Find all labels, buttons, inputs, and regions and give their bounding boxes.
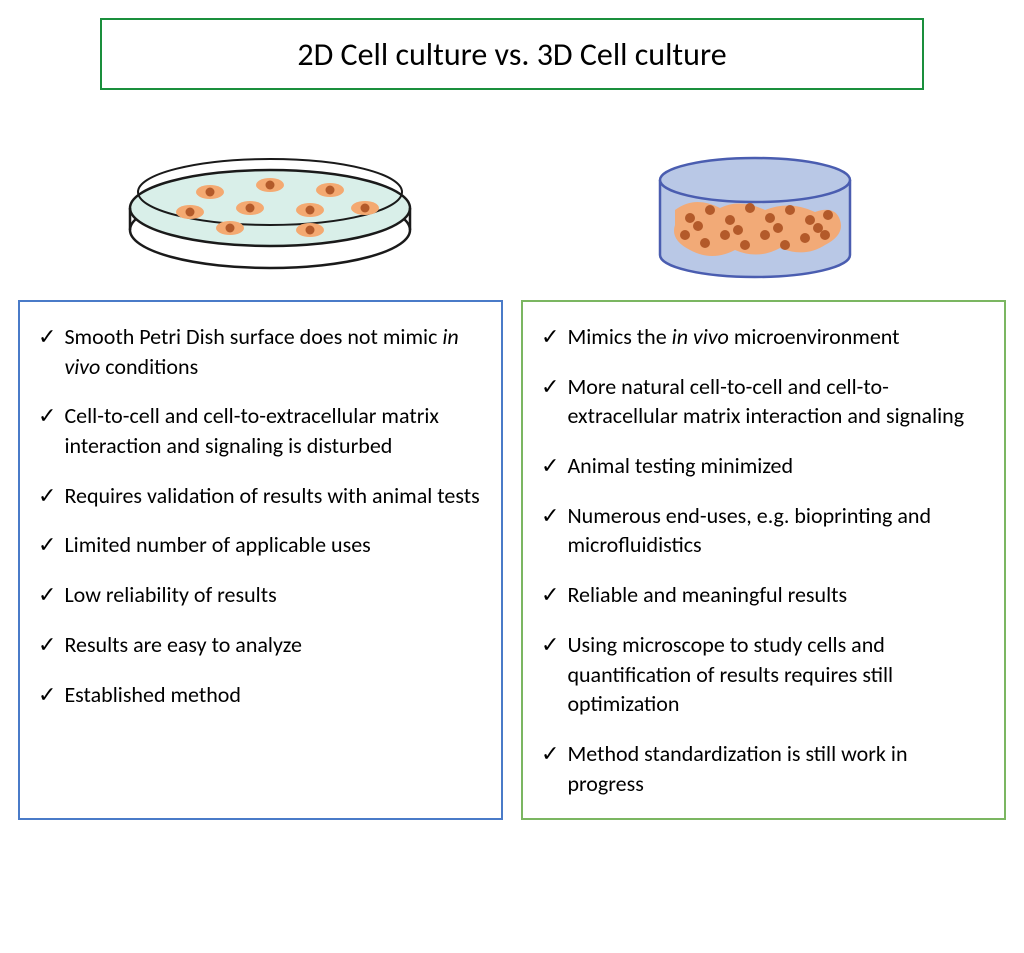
check-icon: ✓: [541, 501, 559, 531]
list-item: ✓ Reliable and meaningful results: [541, 580, 986, 610]
list-item-text: More natural cell-to-cell and cell-to-ex…: [567, 372, 986, 431]
list-item: ✓ Low reliability of results: [38, 580, 483, 610]
list-item-text: Numerous end-uses, e.g. bioprinting and …: [567, 501, 986, 560]
check-icon: ✓: [541, 372, 559, 402]
list-item: ✓ Mimics the in vivo microenvironment: [541, 322, 986, 352]
list-item-text: Limited number of applicable uses: [64, 530, 370, 560]
3d-vessel-icon: [640, 140, 870, 295]
check-icon: ✓: [541, 451, 559, 481]
list-item-text: Using microscope to study cells and quan…: [567, 630, 986, 719]
title-box: 2D Cell culture vs. 3D Cell culture: [100, 18, 924, 90]
list-item: ✓ Method standardization is still work in…: [541, 739, 986, 798]
check-icon: ✓: [38, 580, 56, 610]
check-icon: ✓: [38, 401, 56, 431]
right-column-3d: ✓ Mimics the in vivo microenvironment ✓ Mor…: [521, 300, 1006, 820]
list-item-text: Reliable and meaningful results: [567, 580, 847, 610]
list-item: ✓ Established method: [38, 680, 483, 710]
comparison-columns: ✓ Smooth Petri Dish surface does not mimi…: [18, 300, 1006, 820]
list-item: ✓ Cell-to-cell and cell-to-extracellular …: [38, 401, 483, 460]
page-title: 2D Cell culture vs. 3D Cell culture: [297, 35, 726, 74]
list-item-text: Mimics the in vivo microenvironment: [567, 322, 899, 352]
check-icon: ✓: [38, 530, 56, 560]
list-item-text: Low reliability of results: [64, 580, 276, 610]
list-item: ✓ Using microscope to study cells and qua…: [541, 630, 986, 719]
list-item-text: Smooth Petri Dish surface does not mimic…: [64, 322, 483, 381]
check-icon: ✓: [541, 580, 559, 610]
list-item: ✓ Results are easy to analyze: [38, 630, 483, 660]
list-item: ✓ Smooth Petri Dish surface does not mimi…: [38, 322, 483, 381]
list-item: ✓ Requires validation of results with ani…: [38, 481, 483, 511]
list-item-text: Method standardization is still work in …: [567, 739, 986, 798]
check-icon: ✓: [38, 322, 56, 352]
check-icon: ✓: [38, 630, 56, 660]
list-item-text: Established method: [64, 680, 241, 710]
petri-dish-icon: [120, 130, 420, 285]
check-icon: ✓: [541, 630, 559, 660]
check-icon: ✓: [541, 739, 559, 769]
list-item: ✓ Limited number of applicable uses: [38, 530, 483, 560]
list-item-text: Cell-to-cell and cell-to-extracellular m…: [64, 401, 483, 460]
list-item: ✓ Animal testing minimized: [541, 451, 986, 481]
list-item-text: Results are easy to analyze: [64, 630, 301, 660]
left-column-2d: ✓ Smooth Petri Dish surface does not mimi…: [18, 300, 503, 820]
list-item: ✓ Numerous end-uses, e.g. bioprinting and…: [541, 501, 986, 560]
check-icon: ✓: [38, 481, 56, 511]
list-item-text: Requires validation of results with anim…: [64, 481, 479, 511]
list-item: ✓ More natural cell-to-cell and cell-to-e…: [541, 372, 986, 431]
check-icon: ✓: [38, 680, 56, 710]
check-icon: ✓: [541, 322, 559, 352]
list-item-text: Animal testing minimized: [567, 451, 793, 481]
illustration-area: [0, 120, 1024, 290]
